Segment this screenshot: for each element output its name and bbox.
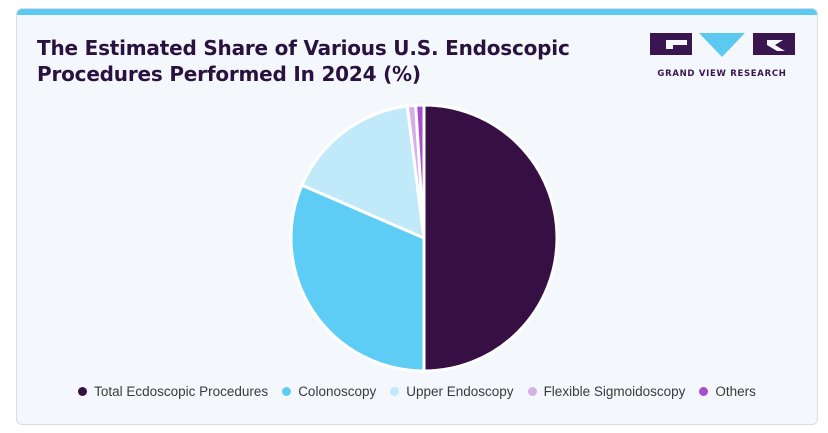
legend-label: Others xyxy=(715,384,756,399)
legend-label: Flexible Sigmoidoscopy xyxy=(543,384,686,399)
legend-item: Colonoscopy xyxy=(282,384,376,399)
legend-item: Upper Endoscopy xyxy=(390,384,514,399)
legend-label: Total Ecdoscopic Procedures xyxy=(94,384,269,399)
legend-swatch xyxy=(390,387,400,396)
legend-swatch xyxy=(527,387,537,396)
legend-item: Others xyxy=(699,384,756,399)
legend-swatch xyxy=(78,387,88,396)
legend-label: Upper Endoscopy xyxy=(406,384,514,399)
accent-bar xyxy=(17,9,817,15)
pie-slice-upper-endoscopy xyxy=(300,104,426,240)
legend-swatch xyxy=(699,387,709,396)
legend-label: Colonoscopy xyxy=(298,384,377,399)
chart-title: The Estimated Share of Various U.S. Endo… xyxy=(37,35,597,87)
chart-title-line-2: Procedures Performed In 2024 (%) xyxy=(37,62,421,86)
pie-slice-total-ecdoscopic-procedures xyxy=(422,103,559,373)
chart-legend: Total Ecdoscopic Procedures Colonoscopy Up… xyxy=(17,384,817,399)
pie-chart xyxy=(289,103,559,373)
legend-swatch xyxy=(282,387,292,396)
legend-item: Total Ecdoscopic Procedures xyxy=(78,384,268,399)
brand-logo: GRAND VIEW RESEARCH xyxy=(647,31,797,83)
chart-card: The Estimated Share of Various U.S. Endo… xyxy=(16,8,818,425)
logo-text: GRAND VIEW RESEARCH xyxy=(657,69,787,79)
legend-item: Flexible Sigmoidoscopy xyxy=(527,384,686,399)
logo-mark-icon xyxy=(650,33,795,57)
chart-title-line-1: The Estimated Share of Various U.S. Endo… xyxy=(37,36,570,60)
pie-slice-others xyxy=(414,103,426,240)
pie-slice-colonoscopy xyxy=(289,183,426,373)
